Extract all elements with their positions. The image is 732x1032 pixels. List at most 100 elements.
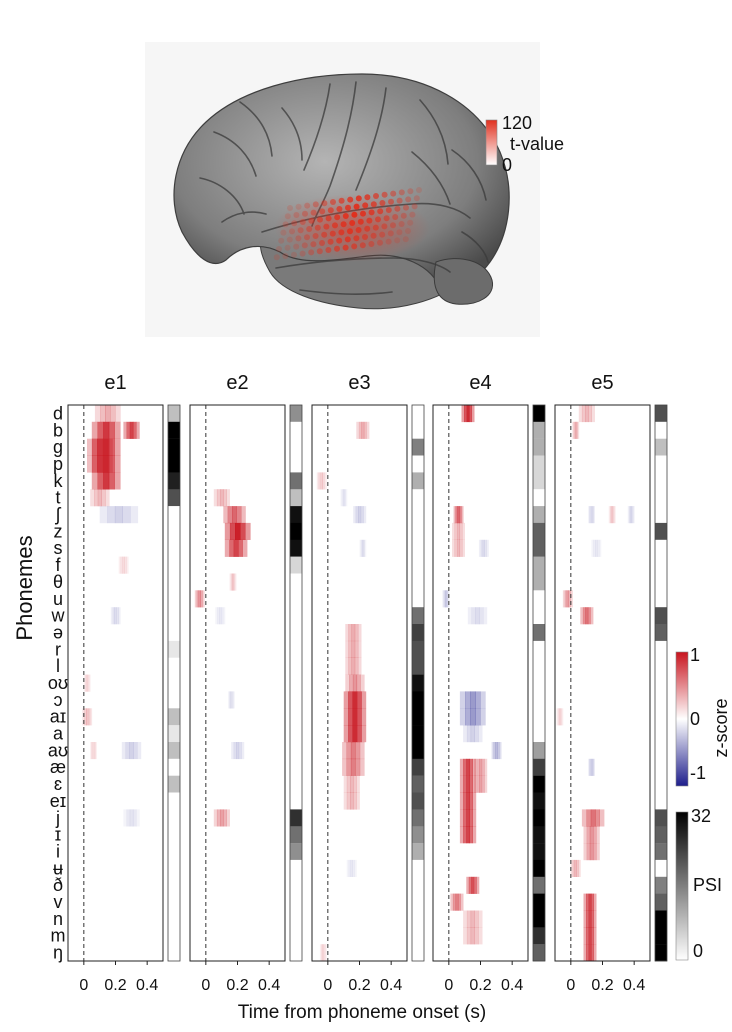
zscore-cell bbox=[91, 472, 98, 490]
phoneme-label: f bbox=[55, 555, 61, 575]
zscore-cell bbox=[593, 843, 597, 861]
zscore-cell bbox=[586, 843, 591, 861]
zscore-cell bbox=[461, 405, 465, 423]
panel-title: e5 bbox=[591, 372, 613, 394]
zscore-cell bbox=[469, 792, 473, 810]
zscore-cell bbox=[590, 809, 596, 827]
zscore-cell bbox=[576, 421, 578, 439]
zscore-cell bbox=[471, 876, 475, 894]
psi-cell bbox=[290, 421, 302, 439]
psi-cell bbox=[533, 843, 545, 861]
psi-cell bbox=[412, 708, 424, 726]
zscore-cell bbox=[586, 927, 589, 945]
zscore-cell bbox=[114, 438, 121, 456]
zscore-cell bbox=[343, 792, 348, 810]
psi-cell bbox=[412, 489, 424, 507]
zscore-cell bbox=[573, 421, 576, 439]
zscore-cell bbox=[454, 522, 458, 540]
zscore-cell bbox=[129, 421, 134, 439]
zscore-colorbar-label: z-score bbox=[711, 698, 731, 757]
psi-cell bbox=[168, 826, 180, 844]
zscore-cell bbox=[123, 421, 127, 439]
zscore-cell bbox=[493, 742, 496, 760]
psi-cell bbox=[290, 809, 302, 827]
zscore-cell bbox=[475, 691, 481, 709]
zscore-cell bbox=[229, 539, 235, 557]
zscore-cell bbox=[232, 506, 237, 524]
psi-cell bbox=[290, 405, 302, 423]
zscore-cell bbox=[583, 843, 588, 861]
phoneme-label: d bbox=[53, 403, 63, 423]
zscore-cell bbox=[470, 691, 476, 709]
phoneme-label: r bbox=[55, 639, 61, 659]
psi-cell bbox=[655, 506, 667, 524]
zscore-cell bbox=[361, 691, 367, 709]
psi-cell bbox=[168, 893, 180, 911]
psi-cell bbox=[533, 944, 545, 962]
zscore-cell bbox=[346, 775, 351, 793]
psi-cell bbox=[655, 657, 667, 675]
phoneme-label: ŋ bbox=[53, 943, 63, 963]
zscore-cell bbox=[120, 556, 123, 574]
zscore-cell bbox=[108, 472, 115, 490]
x-tick-label: 0 bbox=[201, 977, 210, 994]
zscore-cell bbox=[221, 607, 224, 625]
psi-column-frame bbox=[411, 404, 425, 962]
zscore-cell bbox=[559, 708, 561, 726]
psi-cell bbox=[168, 876, 180, 894]
psi-cell bbox=[412, 607, 424, 625]
tvalue-colorbar bbox=[485, 119, 498, 166]
zscore-cell bbox=[499, 742, 502, 760]
psi-cell bbox=[533, 674, 545, 692]
zscore-cell bbox=[608, 506, 611, 524]
zscore-cell bbox=[459, 809, 464, 827]
zscore-cell bbox=[222, 607, 226, 625]
zscore-cell bbox=[234, 573, 237, 591]
zscore-cell bbox=[88, 674, 91, 692]
zscore-cell bbox=[345, 640, 349, 658]
zscore-cell bbox=[320, 472, 323, 490]
zscore-cell bbox=[358, 421, 362, 439]
zscore-cell bbox=[574, 421, 577, 439]
zscore-cell bbox=[91, 438, 98, 456]
panel-title: e2 bbox=[226, 372, 248, 394]
zscore-cell bbox=[586, 944, 589, 962]
zscore-cell bbox=[232, 573, 234, 591]
x-tick-label: 0.2 bbox=[591, 977, 613, 994]
zscore-cell bbox=[586, 826, 591, 844]
zscore-cell bbox=[459, 691, 466, 709]
zscore-cell bbox=[470, 725, 475, 743]
phoneme-label: a bbox=[53, 724, 64, 744]
zscore-cell bbox=[325, 944, 327, 962]
zscore-cell bbox=[107, 455, 113, 473]
zscore-cell bbox=[470, 927, 475, 945]
zscore-cell bbox=[114, 421, 121, 439]
zscore-cell bbox=[442, 590, 445, 608]
zscore-cell bbox=[114, 472, 121, 490]
zscore-cell bbox=[84, 708, 87, 726]
phoneme-label: s bbox=[54, 538, 63, 558]
zscore-cell bbox=[480, 691, 486, 709]
psi-cell bbox=[533, 758, 545, 776]
brain-image bbox=[173, 73, 510, 310]
psi-cell bbox=[533, 876, 545, 894]
zscore-cell bbox=[231, 742, 235, 760]
zscore-cell bbox=[226, 809, 230, 827]
electrode-dot bbox=[381, 191, 388, 198]
psi-cell bbox=[290, 775, 302, 793]
zscore-cell bbox=[478, 539, 482, 557]
psi-cell bbox=[655, 607, 667, 625]
zscore-cell bbox=[107, 438, 113, 456]
psi-cell bbox=[290, 792, 302, 810]
zscore-cell bbox=[92, 438, 98, 456]
zscore-cell bbox=[586, 893, 589, 911]
psi-cell bbox=[533, 708, 545, 726]
psi-cell bbox=[290, 859, 302, 877]
psi-colorbar-max: 32 bbox=[691, 806, 711, 826]
zscore-cell bbox=[102, 455, 108, 473]
zscore-cell bbox=[340, 489, 343, 507]
zscore-cell bbox=[110, 607, 114, 625]
zscore-cell bbox=[233, 539, 239, 557]
zscore-cell bbox=[242, 539, 248, 557]
zscore-cell bbox=[114, 506, 123, 524]
